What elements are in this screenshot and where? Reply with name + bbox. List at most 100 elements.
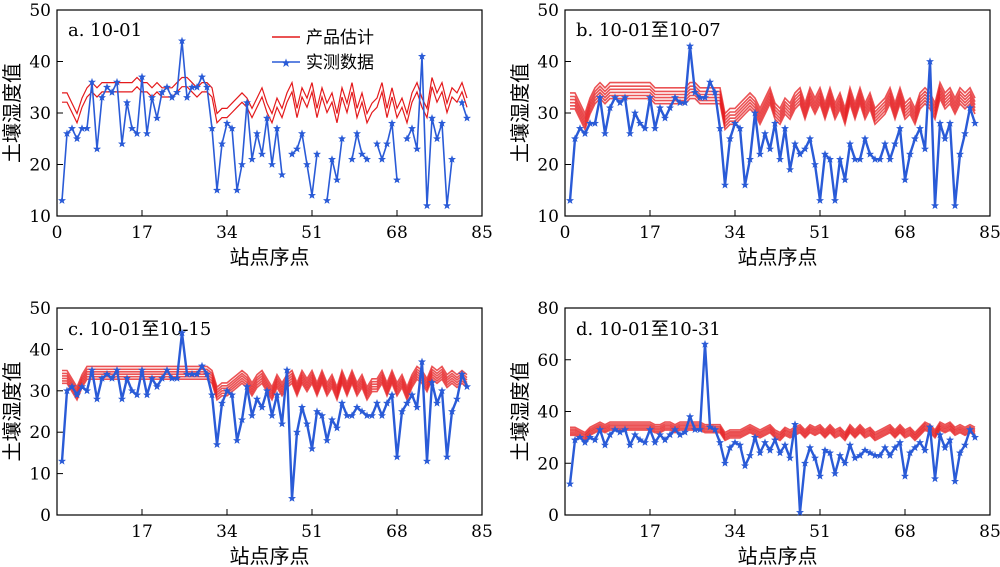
observed-point [103, 370, 111, 378]
observed-point [168, 374, 176, 382]
observed-point [576, 433, 584, 441]
y-tick-label: 60 [537, 351, 559, 371]
observed-point [73, 134, 81, 143]
observed-point [591, 119, 599, 127]
observed-point [871, 155, 879, 163]
observed-point [98, 93, 106, 101]
panel-b: b. 10-01至10-07 0 17 34 51 68 85 10 20 30 40 50 站点序点… [508, 1, 1000, 269]
plot-frame [56, 307, 483, 516]
observed-point [966, 103, 974, 112]
observed-point [796, 508, 804, 516]
observed-point [273, 390, 281, 399]
observed-point [601, 440, 609, 449]
observed-point [636, 119, 644, 127]
observed-point [581, 129, 589, 137]
observed-point [796, 150, 804, 158]
observed-point [901, 175, 909, 184]
y-tick-label: 10 [29, 465, 51, 485]
observed-point [403, 134, 411, 143]
observed-point [128, 124, 136, 132]
observed-point [701, 340, 709, 348]
x-axis-title: 站点序点 [230, 544, 310, 567]
observed-point [303, 160, 311, 168]
observed-point [78, 382, 86, 391]
estimate-line [570, 422, 976, 436]
observed-point [63, 386, 71, 395]
observed-point [866, 150, 874, 158]
observed-point [443, 452, 451, 461]
observed-point [601, 129, 609, 137]
observed-point [956, 448, 964, 457]
observed-point [651, 124, 659, 132]
estimate-line [570, 427, 976, 441]
observed-point [901, 472, 909, 480]
observed-point [233, 186, 241, 194]
observed-point [123, 374, 131, 382]
observed-point [691, 425, 699, 433]
x-tick-label: 34 [724, 522, 746, 542]
x-tick-label: 85 [471, 223, 493, 243]
observed-point [626, 129, 634, 137]
observed-point [348, 155, 356, 163]
panel-title: b. 10-01至10-07 [576, 20, 721, 41]
observed-point [413, 403, 421, 411]
observed-point [871, 451, 879, 459]
observed-point [596, 425, 604, 433]
observed-point [616, 98, 624, 107]
observed-point [856, 451, 864, 459]
observed-point [123, 98, 131, 107]
observed-point [448, 155, 456, 163]
observed-point [463, 382, 471, 391]
observed-point [571, 134, 579, 143]
observed-point [358, 407, 366, 415]
observed-point [113, 77, 121, 86]
legend-estimate-label: 产品估计 [306, 28, 374, 48]
observed-point [233, 436, 241, 444]
observed-point [328, 415, 336, 424]
observed-point [453, 394, 461, 403]
estimate-line [570, 80, 976, 116]
observed-point [741, 180, 749, 189]
observed-point [586, 433, 594, 441]
observed-point [776, 448, 784, 457]
observed-point [353, 129, 361, 137]
y-tick-label: 50 [29, 1, 51, 21]
observed-point [138, 365, 146, 374]
observed-point [398, 407, 406, 415]
observed-point [766, 446, 774, 454]
observed-point [268, 411, 276, 419]
observed-point [168, 93, 176, 101]
observed-point [338, 134, 346, 143]
observed-point [323, 196, 331, 204]
observed-point [831, 196, 839, 204]
y-axis-title: 土壤湿度值 [508, 362, 532, 462]
y-tick-label: 40 [29, 340, 51, 360]
x-tick-label: 85 [979, 223, 1000, 243]
observed-point [911, 443, 919, 452]
y-tick-label: 30 [537, 104, 559, 124]
observed-point [606, 103, 614, 112]
observed-point [746, 451, 754, 459]
observed-point [906, 150, 914, 158]
observed-point [956, 150, 964, 158]
observed-point [646, 425, 654, 433]
observed-point [616, 428, 624, 436]
observed-point [846, 440, 854, 449]
observed-point [781, 440, 789, 449]
observed-point [741, 461, 749, 470]
observed-point [423, 201, 431, 210]
observed-point [876, 451, 884, 459]
observed-point [756, 150, 764, 158]
observed-point [631, 108, 639, 117]
estimate-line [62, 370, 468, 395]
observed-point [911, 134, 919, 143]
observed-point [896, 124, 904, 132]
observed-point [293, 144, 301, 153]
observed-point [816, 472, 824, 480]
observed-point [936, 119, 944, 127]
observed-point [961, 129, 969, 137]
observed-point [606, 430, 614, 439]
observed-point [113, 365, 121, 374]
panel-title: d. 10-01至10-31 [576, 319, 721, 340]
observed-point [681, 428, 689, 436]
